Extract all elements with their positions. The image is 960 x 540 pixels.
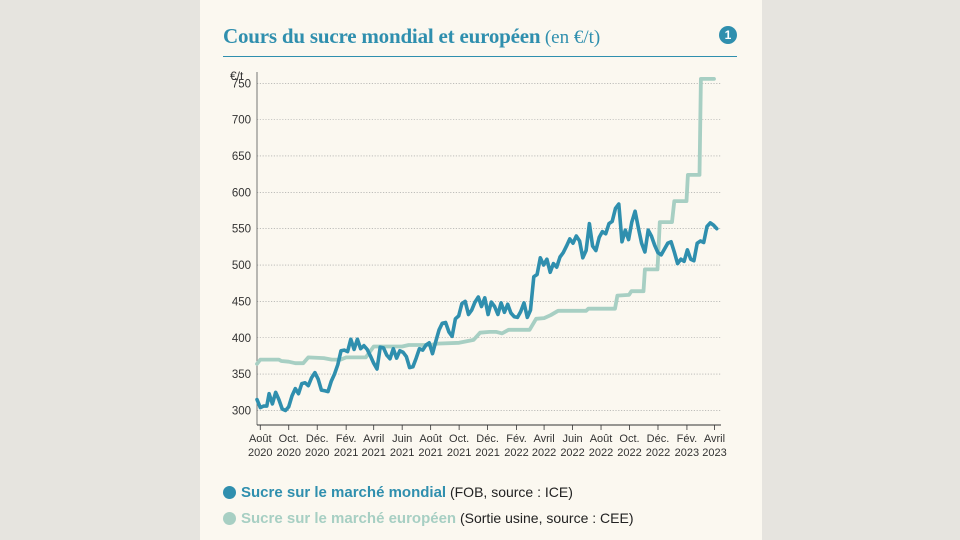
title-rule [223,56,737,57]
x-tick-label-month: Août [590,433,613,445]
x-tick-label-month: Août [419,433,442,445]
y-axis-label: €/t [230,69,244,83]
x-tick-label-month: Oct. [619,433,639,445]
x-tick-label-year: 2022 [589,447,613,459]
x-tick-label-year: 2021 [390,447,414,459]
x-tick-label-month: Juin [392,433,412,445]
line-chart: 300 350 400 450 500 550 600 650 700 750 Août 2020 O… [230,69,727,459]
x-tick-label-year: 2020 [305,447,329,459]
x-tick-label-month: Avril [363,433,384,445]
x-tick-label-year: 2022 [560,447,584,459]
x-tick-label-month: Déc. [647,433,670,445]
x-tick-label-year: 2022 [646,447,670,459]
legend-marker-europe [223,512,236,525]
legend-detail-world: (FOB, source : ICE) [449,484,573,500]
y-tick-label: 450 [232,296,251,308]
y-tick-label: 700 [232,115,251,127]
x-tick-label-month: Fév. [677,433,698,445]
legend-marker-world [223,486,236,499]
x-tick-label-year: 2020 [248,447,272,459]
y-tick-label: 600 [232,187,251,199]
chart-title: Cours du sucre mondial et européen [223,24,541,48]
x-tick-label-month: Avril [704,433,725,445]
y-tick-label: 400 [232,333,251,345]
chart-title-row: Cours du sucre mondial et européen (en €… [223,24,737,52]
legend-name-europe: Sucre sur le marché européen [241,510,457,527]
y-tick-label: 550 [232,224,251,236]
x-tick-label-month: Fév. [506,433,527,445]
x-tick-label-month: Déc. [306,433,329,445]
x-tick-label-month: Avril [533,433,554,445]
x-tick-label-month: Oct. [279,433,299,445]
y-tick-label: 750 [232,78,251,90]
y-tick-label: 350 [232,369,251,381]
grid [257,82,721,411]
x-tick-label-year: 2021 [475,447,499,459]
x-tick-label-year: 2023 [675,447,699,459]
y-tick-label: 300 [232,405,251,417]
x-tick-label-year: 2021 [418,447,442,459]
x-tick-label-year: 2023 [702,447,726,459]
y-tick-label: 500 [232,260,251,272]
x-tick-label-month: Déc. [476,433,499,445]
y-tick-label: 650 [232,151,251,163]
x-tick-label-year: 2022 [504,447,528,459]
x-tick-label-month: Juin [562,433,582,445]
x-tick-label-year: 2021 [361,447,385,459]
figure-number-badge: 1 [719,26,737,44]
legend-item-europe: Sucre sur le marché européen (Sortie usi… [223,510,743,527]
x-tick-label-year: 2022 [532,447,556,459]
y-axis: 300 350 400 450 500 550 600 650 700 750 [232,72,258,425]
x-tick-label-year: 2022 [617,447,641,459]
x-tick-label-year: 2021 [447,447,471,459]
x-tick-label-year: 2021 [334,447,358,459]
x-tick-label-month: Oct. [449,433,469,445]
x-tick-label-month: Fév. [336,433,357,445]
series-line-europe [255,77,716,366]
x-tick-label-year: 2020 [277,447,301,459]
series-group [255,77,719,413]
chart-title-unit: (en €/t) [544,27,601,48]
chart-card: Cours du sucre mondial et européen (en €… [200,0,762,540]
legend-name-world: Sucre sur le marché mondial [241,484,447,501]
x-tick-label-month: Août [249,433,272,445]
legend-detail-europe: (Sortie usine, source : CEE) [459,510,634,526]
series-line-world [255,202,719,413]
x-axis: Août 2020 Oct. 2020 Déc. 2020 Fév. 2021 Avril 202… [248,424,727,459]
legend-item-world: Sucre sur le marché mondial (FOB, source… [223,484,743,501]
